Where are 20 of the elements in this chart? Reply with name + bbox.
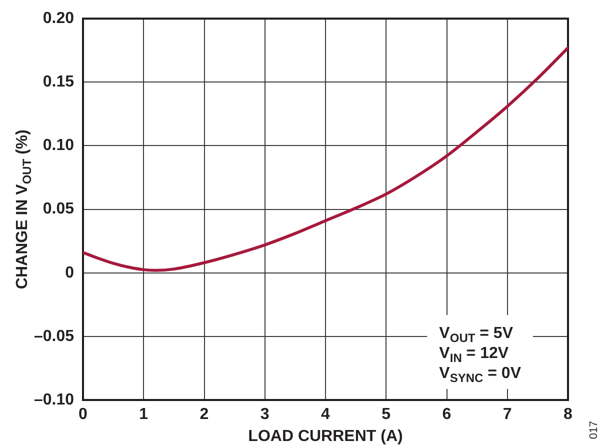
text: 017 xyxy=(588,420,600,440)
line-series xyxy=(83,46,568,272)
x-tick-label: 7 xyxy=(502,406,512,424)
y-tick-label: 0.10 xyxy=(42,137,74,154)
x-tick-label: 3 xyxy=(260,406,270,424)
x-tick-label: 0 xyxy=(78,406,88,424)
x-axis-title: LOAD CURRENT (A) xyxy=(248,428,403,445)
x-tick-label: 4 xyxy=(321,406,330,424)
x-tick-label: 6 xyxy=(442,406,452,424)
x-tick-label: 5 xyxy=(382,406,391,424)
x-tick-label: 8 xyxy=(564,406,573,424)
y-tick-label: –0.05 xyxy=(34,328,74,345)
y-tick-label: 0.05 xyxy=(42,200,74,218)
y-tick-label: –0.10 xyxy=(34,391,74,408)
y-tick-label: 0.20 xyxy=(42,10,74,28)
y-axis-title: CHANGE IN VOUT (%) xyxy=(14,130,34,290)
x-tick-label: 1 xyxy=(139,406,148,424)
y-tick-label: 0 xyxy=(65,264,74,282)
y-tick-label: 0.15 xyxy=(42,74,74,91)
x-tick-label: 2 xyxy=(200,406,209,424)
